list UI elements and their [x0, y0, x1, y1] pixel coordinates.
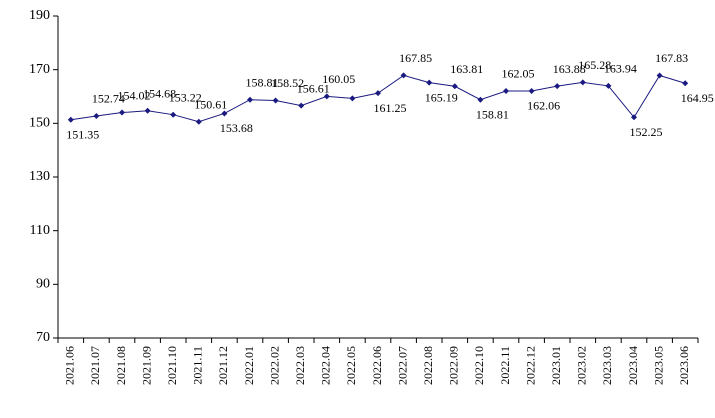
data-label: 161.25 [374, 101, 407, 115]
y-tick-label: 130 [29, 169, 50, 184]
data-label: 162.06 [527, 99, 560, 113]
data-label: 154.68 [143, 87, 176, 101]
point [579, 79, 586, 86]
data-label: 152.25 [630, 125, 663, 139]
data-label: 154.02 [118, 88, 151, 102]
y-tick-label: 90 [36, 277, 50, 292]
x-tick-label: 2023.01 [549, 346, 563, 385]
point [67, 116, 74, 123]
x-tick-label: 2022.12 [523, 346, 537, 385]
point [682, 80, 689, 87]
point [170, 111, 177, 118]
data-label: 167.85 [399, 51, 432, 65]
point [631, 114, 637, 121]
data-label: 160.05 [322, 72, 355, 86]
point [272, 97, 279, 104]
data-label: 153.22 [169, 90, 202, 104]
point [349, 95, 356, 102]
x-tick-label: 2022.09 [447, 346, 461, 385]
data-label: 164.95 [681, 91, 714, 105]
y-tick-label: 110 [30, 223, 50, 238]
x-tick-label: 2021.09 [139, 346, 153, 385]
data-label: 162.05 [502, 67, 535, 81]
point [605, 82, 612, 89]
point [528, 87, 535, 94]
point [375, 90, 381, 97]
data-label: 163.88 [553, 62, 586, 76]
data-label: 156.61 [297, 81, 330, 95]
x-tick-label: 2021.08 [114, 346, 128, 385]
data-label: 158.52 [271, 76, 304, 90]
x-tick-label: 2021.12 [216, 346, 230, 385]
y-tick-label: 150 [29, 116, 50, 131]
data-label: 163.81 [450, 62, 483, 76]
y-tick-label: 70 [36, 330, 50, 345]
data-label: 165.28 [578, 58, 611, 72]
x-tick-label: 2023.02 [575, 346, 589, 385]
x-tick-label: 2022.05 [344, 346, 358, 385]
data-label: 152.74 [92, 92, 125, 106]
point [195, 118, 202, 125]
x-tick-label: 2022.02 [267, 346, 281, 385]
point [298, 102, 305, 109]
data-label: 153.68 [220, 121, 253, 135]
x-tick-label: 2023.03 [600, 346, 614, 385]
x-tick-label: 2021.10 [165, 346, 179, 385]
data-label: 167.83 [655, 51, 688, 65]
point [426, 79, 433, 86]
y-tick-label: 170 [29, 62, 50, 77]
point [221, 110, 228, 117]
point [400, 72, 407, 79]
x-tick-label: 2021.07 [88, 346, 102, 385]
x-tick-label: 2022.08 [421, 346, 435, 385]
point [656, 72, 663, 79]
x-tick-label: 2022.04 [319, 346, 333, 385]
point [477, 96, 484, 103]
data-label: 151.35 [66, 127, 99, 141]
data-label: 165.19 [425, 90, 458, 104]
point [451, 83, 458, 90]
x-tick-label: 2022.07 [395, 346, 409, 385]
x-tick-label: 2022.10 [472, 346, 486, 385]
x-tick-label: 2022.06 [370, 346, 384, 385]
x-tick-label: 2021.06 [63, 346, 77, 385]
point [554, 83, 561, 90]
point [503, 87, 509, 94]
x-tick-label: 2023.06 [677, 346, 691, 385]
x-tick-label: 2022.03 [293, 346, 307, 385]
point [247, 96, 253, 103]
data-label: 150.61 [194, 97, 227, 111]
x-tick-label: 2022.11 [498, 346, 512, 385]
data-label: 158.81 [476, 107, 509, 121]
point [323, 93, 330, 100]
x-tick-label: 2023.05 [651, 346, 665, 385]
x-tick-label: 2022.01 [242, 346, 256, 385]
point [144, 107, 151, 114]
point [93, 112, 100, 119]
point [119, 109, 125, 116]
data-label: 158.81 [246, 75, 279, 89]
x-tick-label: 2023.04 [626, 346, 640, 385]
x-tick-label: 2021.11 [191, 346, 205, 385]
data-label: 163.94 [604, 62, 637, 76]
y-tick-label: 190 [29, 8, 50, 23]
